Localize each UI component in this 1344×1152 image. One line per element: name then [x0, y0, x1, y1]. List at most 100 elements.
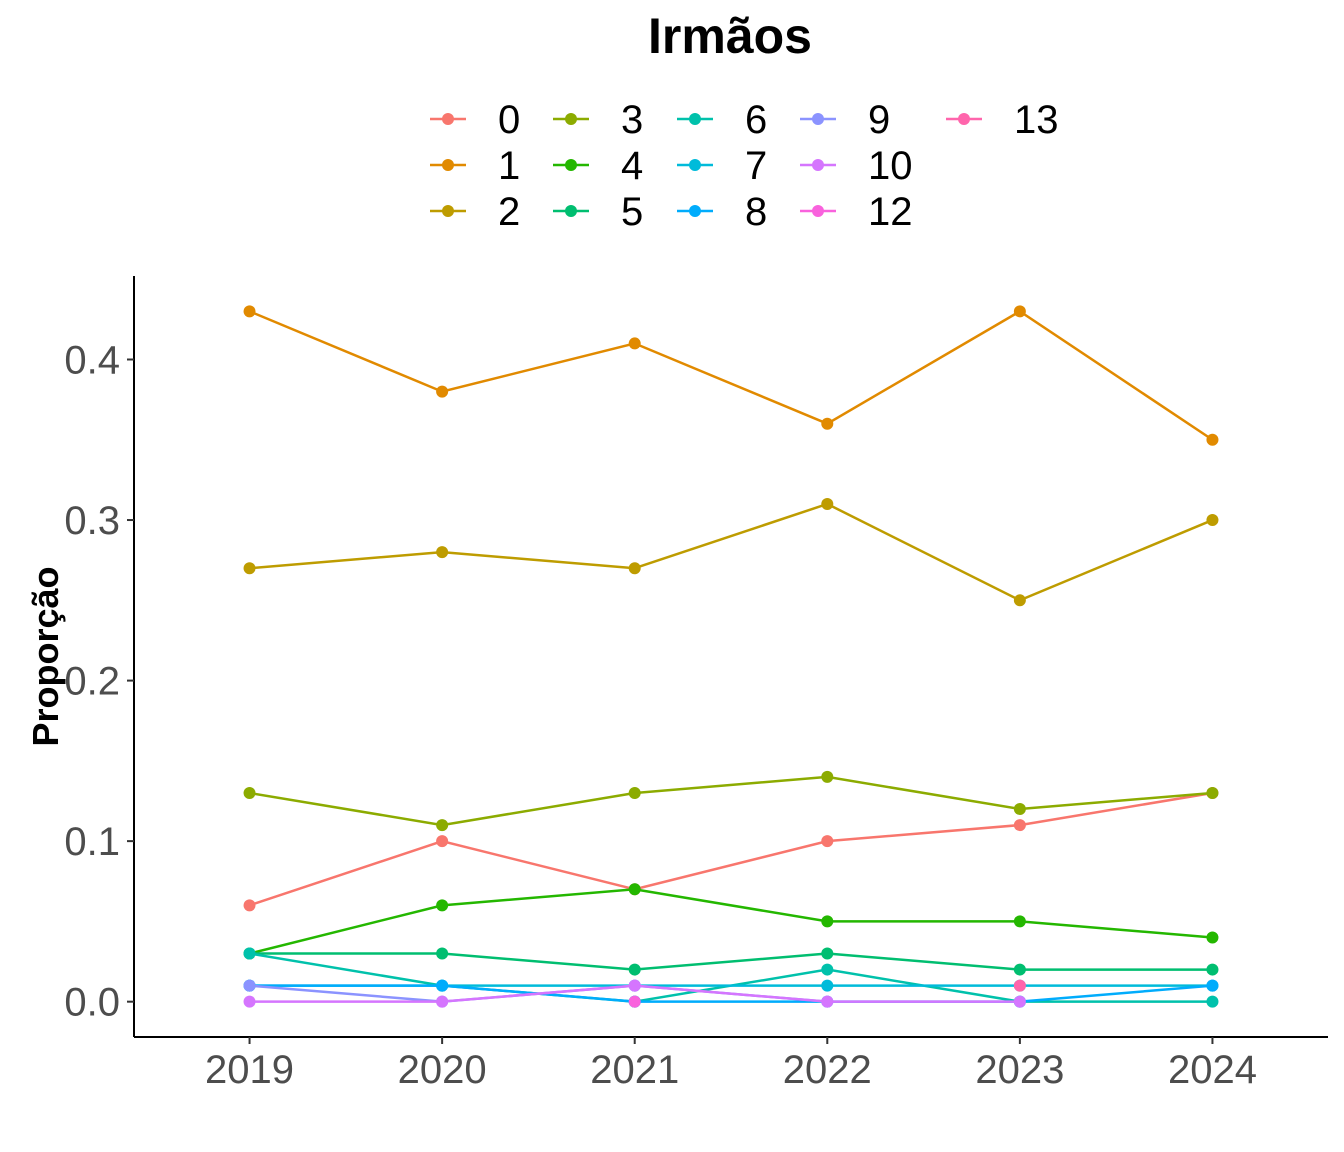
data-point	[628, 963, 641, 976]
y-tick-label: 0.1	[64, 820, 120, 864]
data-point	[1013, 305, 1026, 318]
legend-item: 3	[553, 98, 643, 142]
data-point	[1206, 786, 1219, 799]
data-point	[243, 786, 256, 799]
series-line	[249, 309, 1214, 441]
series-line	[249, 791, 1213, 907]
data-point	[1013, 594, 1026, 607]
data-point	[821, 995, 834, 1008]
data-point	[1206, 979, 1219, 992]
legend-item: 1	[430, 144, 520, 188]
legend-item: 9	[800, 98, 890, 142]
data-point	[628, 883, 641, 896]
data-point	[628, 337, 641, 350]
legend-item: 12	[800, 190, 913, 234]
data-point	[821, 915, 834, 928]
legend-label: 6	[745, 98, 767, 142]
data-point	[1013, 963, 1026, 976]
legend-key-point	[689, 205, 701, 217]
legend-key-point	[689, 159, 701, 171]
data-point	[243, 979, 256, 992]
data-point	[821, 835, 834, 848]
series-2	[243, 497, 1219, 607]
series-line	[249, 984, 1213, 1003]
data-point	[821, 947, 834, 960]
legend-label: 9	[868, 98, 890, 142]
data-point	[628, 786, 641, 799]
y-tick-label: 0.3	[64, 499, 120, 543]
data-point	[243, 899, 256, 912]
data-point	[1013, 979, 1026, 992]
series-4	[243, 883, 1219, 960]
data-point	[243, 305, 256, 318]
data-point	[1206, 995, 1219, 1008]
legend-item: 10	[800, 144, 913, 188]
legend-label: 0	[498, 98, 520, 142]
data-point	[436, 979, 449, 992]
legend-key-point	[958, 113, 970, 125]
data-point	[436, 835, 449, 848]
legend-key-point	[812, 113, 824, 125]
series-10	[243, 979, 1026, 1008]
legend-key-point	[565, 113, 577, 125]
legend-title: Irmãos	[648, 8, 812, 64]
legend-item: 8	[677, 190, 767, 234]
series-1	[243, 305, 1219, 446]
series-5	[243, 947, 1219, 976]
series-3	[243, 770, 1219, 832]
legend-item: 6	[677, 98, 767, 142]
data-point	[1013, 819, 1026, 832]
legend-label: 1	[498, 144, 520, 188]
legend-key-point	[565, 205, 577, 217]
legend-key-point	[812, 159, 824, 171]
y-tick-label: 0.4	[64, 338, 120, 382]
legend-key-point	[689, 113, 701, 125]
x-tick-label: 2020	[398, 1048, 487, 1092]
data-point	[243, 947, 256, 960]
data-point	[436, 995, 449, 1008]
legend-item: 7	[677, 144, 767, 188]
data-point	[821, 417, 834, 430]
legend-key-point	[812, 205, 824, 217]
legend-label: 3	[621, 98, 643, 142]
y-tick-label: 0.0	[64, 981, 120, 1025]
series-line	[249, 888, 1213, 955]
legend-label: 2	[498, 190, 520, 234]
legend-label: 5	[621, 190, 643, 234]
x-tick-label: 2024	[1168, 1048, 1257, 1092]
legend-key-point	[442, 159, 454, 171]
data-point	[1013, 803, 1026, 816]
data-point	[1206, 963, 1219, 976]
legend-item: 0	[430, 98, 520, 142]
data-point	[628, 562, 641, 575]
series-line	[249, 502, 1213, 602]
legend-label: 7	[745, 144, 767, 188]
legend-item: 4	[553, 144, 643, 188]
series-6	[243, 947, 1219, 1008]
x-tick-label: 2019	[205, 1048, 294, 1092]
series-12	[628, 995, 641, 1008]
series-line	[249, 775, 1213, 827]
data-point	[628, 979, 641, 992]
data-point	[436, 947, 449, 960]
y-tick-label: 0.2	[64, 660, 120, 704]
legend-label: 10	[868, 144, 913, 188]
data-point	[243, 995, 256, 1008]
legend-key-point	[565, 159, 577, 171]
data-point	[821, 979, 834, 992]
data-point	[436, 899, 449, 912]
legend-label: 4	[621, 144, 643, 188]
legend-item: 2	[430, 190, 520, 234]
plot-area: 0.0 0.1 0.2 0.3 0.4 2019 2020 2021 2022 2023 2024	[64, 276, 1328, 1092]
x-tick-label: 2021	[590, 1048, 679, 1092]
legend-key-point	[442, 113, 454, 125]
data-point	[436, 385, 449, 398]
legend-label: 13	[1014, 98, 1059, 142]
data-point	[436, 819, 449, 832]
legend-item: 5	[553, 190, 643, 234]
data-point	[1013, 995, 1026, 1008]
y-axis-title: Proporção	[25, 566, 66, 746]
data-point	[821, 963, 834, 976]
series-13	[1013, 979, 1026, 992]
